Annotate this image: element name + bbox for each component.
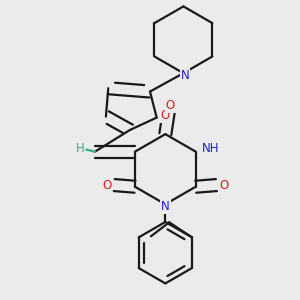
Text: N: N — [181, 69, 189, 82]
Text: O: O — [102, 178, 112, 192]
Text: N: N — [161, 200, 170, 213]
Text: H: H — [76, 142, 84, 155]
Text: O: O — [160, 110, 170, 122]
Text: NH: NH — [202, 142, 220, 155]
Text: O: O — [219, 178, 228, 192]
Text: O: O — [166, 99, 175, 112]
